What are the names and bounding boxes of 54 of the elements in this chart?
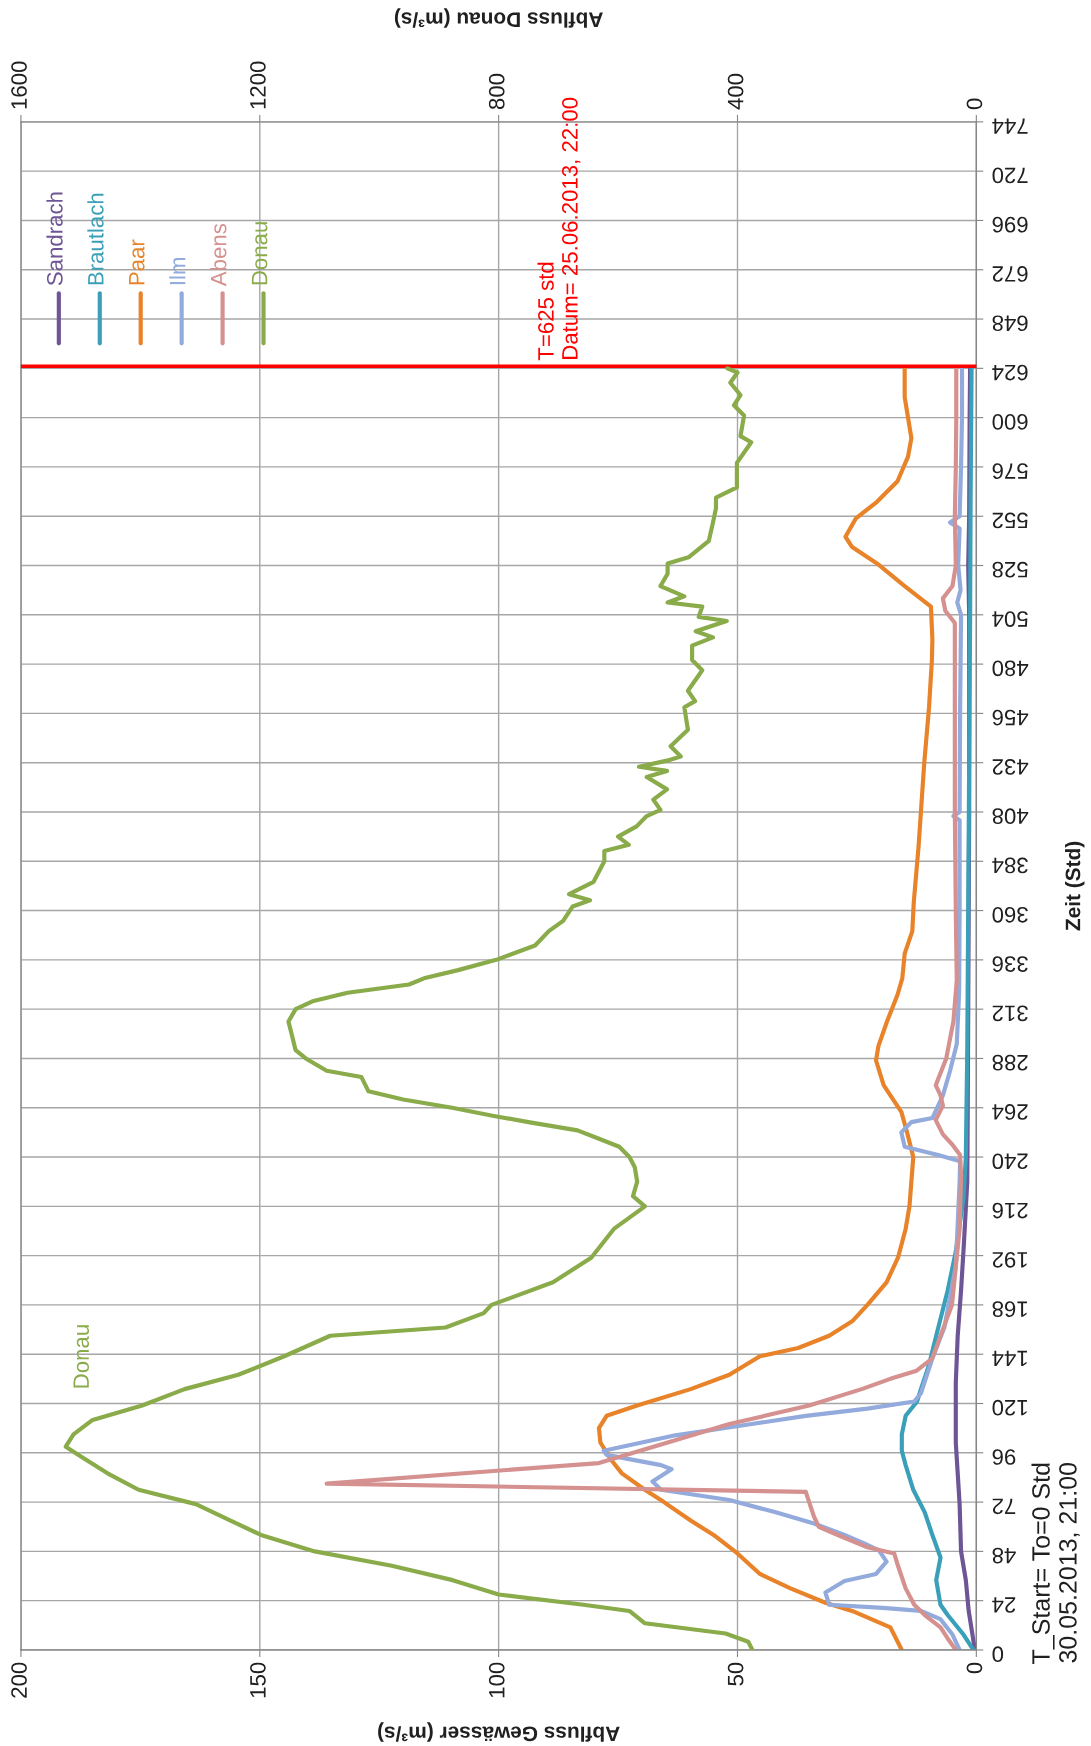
- y-tick-label: 408: [992, 808, 1029, 825]
- y-tick-label: 744: [992, 118, 1028, 134]
- x2-tick-label: 1600: [11, 61, 27, 109]
- y-tick-label: 648: [992, 315, 1028, 332]
- y-tick-label: 360: [992, 906, 1028, 923]
- y-tick-label: 120: [992, 1399, 1027, 1416]
- x2-tick-label: 400: [727, 73, 744, 110]
- x-tick-label: 200: [11, 1662, 27, 1698]
- x-tick-label: 0: [966, 1662, 983, 1674]
- y-tick-label: 216: [992, 1202, 1028, 1219]
- y-tick-label: 432: [992, 759, 1029, 775]
- y-tick-label: 72: [992, 1498, 1016, 1515]
- x-axis-title: Abfluss Gewässer (m³/s): [378, 1722, 620, 1742]
- y-tick-label: 0: [992, 1646, 1004, 1663]
- y-tick-label: 24: [992, 1597, 1016, 1613]
- annotation: Donau: [73, 1325, 90, 1388]
- text: Donau: [251, 222, 268, 285]
- x-tick-label: 50: [727, 1662, 744, 1686]
- y-tick-label: 504: [992, 611, 1028, 627]
- y-tick-label: 384: [992, 857, 1028, 874]
- y-tick-label: 312: [992, 1005, 1028, 1022]
- y-tick-label: 456: [992, 709, 1029, 726]
- y-tick-label: 600: [992, 413, 1028, 430]
- text: T_Start= To=0 Std 30.05.2013, 21:00: [1031, 1462, 1080, 1664]
- y-tick-label: 192: [992, 1251, 1027, 1268]
- y-tick-label: 96: [992, 1449, 1016, 1465]
- y-tick-label: 624: [992, 364, 1028, 381]
- y-tick-label: 288: [992, 1054, 1028, 1071]
- x2-tick-label: 0: [966, 98, 983, 110]
- ref-line-label: T=625 std Datum= 25.06.2013, 22:00: [537, 97, 581, 361]
- y-axis-title: Zeit (Std): [1065, 841, 1085, 931]
- y-tick-label: 264: [992, 1104, 1028, 1120]
- y-tick-label: 552: [992, 512, 1028, 529]
- x-tick-label: 100: [488, 1662, 505, 1698]
- y-tick-label: 528: [992, 561, 1028, 578]
- y-tick-label: 696: [992, 216, 1028, 233]
- y-tick-label: 336: [992, 956, 1028, 972]
- y-tick-label: 480: [992, 660, 1029, 677]
- y-tick-label: 48: [992, 1547, 1016, 1564]
- text: Sandrach: [46, 192, 63, 286]
- y-tick-label: 144: [992, 1350, 1027, 1367]
- y-tick-label: 240: [992, 1153, 1028, 1170]
- text: Abens: [210, 223, 227, 287]
- y-tick-label: 672: [992, 266, 1028, 282]
- y-tick-label: 720: [992, 167, 1028, 184]
- x-tick-label: 150: [250, 1662, 266, 1698]
- x2-tick-label: 800: [488, 73, 505, 110]
- x2-tick-label: 1200: [250, 61, 266, 109]
- y-tick-label: 576: [992, 463, 1028, 479]
- y-tick-label: 168: [992, 1301, 1027, 1317]
- x2-axis-title: Abfluss Donau (m³/s): [394, 8, 603, 28]
- text: Brautlach: [87, 193, 104, 285]
- text: Ilm: [169, 258, 186, 285]
- text: Paar: [129, 239, 145, 285]
